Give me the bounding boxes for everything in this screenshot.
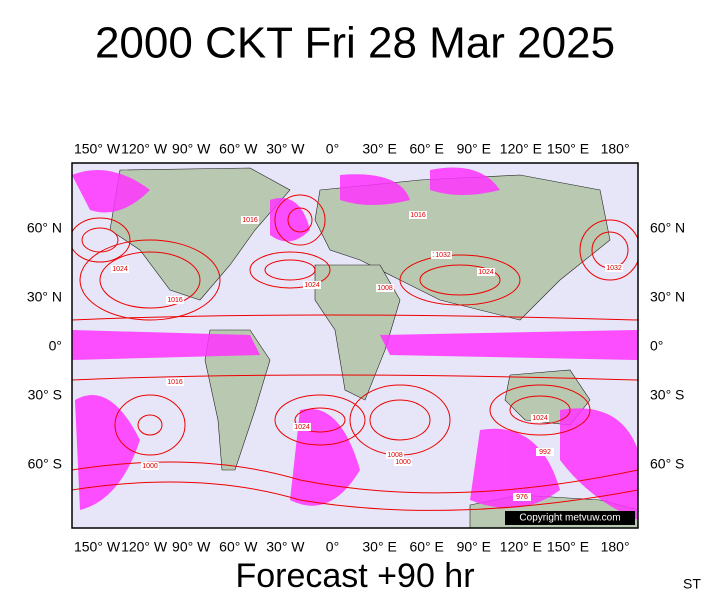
pressure-label: 1008 (377, 285, 393, 292)
pressure-label: 1024 (294, 424, 310, 431)
longitude-label-top: 30° W (266, 141, 305, 157)
longitude-label-bottom: 120° W (121, 539, 168, 555)
latitude-label-left: 30° N (27, 289, 62, 305)
longitude-label-top: 150° W (74, 141, 121, 157)
isobars (72, 194, 638, 511)
longitude-label-top: 90° W (172, 141, 211, 157)
latitude-label-right: 30° S (650, 387, 684, 403)
latitude-label-left: 0° (49, 338, 62, 354)
latitude-label-right: 0° (650, 338, 663, 354)
pressure-label-box (513, 493, 531, 501)
longitude-label-bottom: 60° W (219, 539, 258, 555)
pressure-label: 1008 (387, 452, 403, 459)
precipitation (72, 167, 638, 520)
longitude-label-bottom: 60° E (409, 539, 443, 555)
longitude-label-bottom: 150° E (547, 539, 589, 555)
longitude-label-top: 120° W (121, 141, 168, 157)
pressure-label: 1016 (167, 379, 183, 386)
longitude-label-top: 60° W (219, 141, 258, 157)
longitude-label-bottom: 90° E (457, 539, 491, 555)
longitude-label-top: 120° E (500, 141, 542, 157)
pressure-label-box (141, 462, 159, 470)
pressure-label-box (303, 281, 321, 289)
longitude-label-top: 150° E (547, 141, 589, 157)
pressure-label: 976 (516, 494, 528, 501)
pressure-label: 992 (539, 449, 551, 456)
pressure-label: 1000 (395, 459, 411, 466)
pressure-label-box (477, 268, 495, 276)
longitude-label-bottom: 90° W (172, 539, 211, 555)
pressure-label-box (394, 458, 412, 466)
longitude-label-bottom: 120° E (500, 539, 542, 555)
map: 1016 1024 1008 1016 1032 1024 1008 1024 1016 1024… (72, 163, 638, 528)
pressure-label-box (166, 296, 184, 304)
longitude-label-top: 90° E (457, 141, 491, 157)
latitude-label-right: 60° S (650, 456, 684, 472)
pressure-label-box (166, 378, 184, 386)
land (109, 167, 638, 528)
pressure-label-box (376, 284, 394, 292)
latitude-label-right: 30° N (650, 289, 685, 305)
pressure-label: 1016 (167, 297, 183, 304)
pressure-label: 1024 (304, 282, 320, 289)
forecast-label: Forecast +90 hr (235, 557, 474, 595)
pressure-label: 1024 (112, 266, 128, 273)
longitude-label-bottom: 180° (601, 539, 630, 555)
pressure-label-box (409, 211, 427, 219)
longitude-label-top: 30° E (362, 141, 396, 157)
latitude-label-right: 60° N (650, 220, 685, 236)
pressure-label: 1032 (435, 252, 451, 259)
pressure-label-box (111, 265, 129, 273)
pressure-label: 1024 (532, 415, 548, 422)
longitude-label-bottom: 30° E (362, 539, 396, 555)
longitude-label-top: 0° (326, 141, 339, 157)
latitude-label-left: 60° N (27, 220, 62, 236)
pressure-label-box (241, 216, 259, 224)
longitude-label-top: 60° E (409, 141, 443, 157)
pressure-label-box (605, 264, 623, 272)
copyright: Copyright metvuw.com (519, 513, 620, 524)
latitude-label-left: 30° S (28, 387, 62, 403)
longitude-label-top: 180° (601, 141, 630, 157)
longitude-label-bottom: 30° W (266, 539, 305, 555)
latitude-label-left: 60° S (28, 456, 62, 472)
title: 2000 CKT Fri 28 Mar 2025 (95, 19, 615, 68)
corner-label: ST (683, 576, 701, 592)
pressure-label: 1024 (478, 269, 494, 276)
pressure-label-box (531, 414, 549, 422)
pressure-label: 1016 (410, 212, 426, 219)
longitude-label-bottom: 0° (326, 539, 339, 555)
pressure-label-box (536, 448, 554, 456)
pressure-label: 1000 (142, 463, 158, 470)
pressure-label-box (386, 451, 404, 459)
copyright-box (505, 511, 635, 525)
pressure-label-box (293, 423, 311, 431)
pressure-label: 1016 (242, 217, 258, 224)
longitude-label-bottom: 150° W (74, 539, 121, 555)
pressure-label: 1032 (606, 265, 622, 272)
pressure-label-box (434, 251, 452, 259)
map-frame (71, 162, 639, 529)
